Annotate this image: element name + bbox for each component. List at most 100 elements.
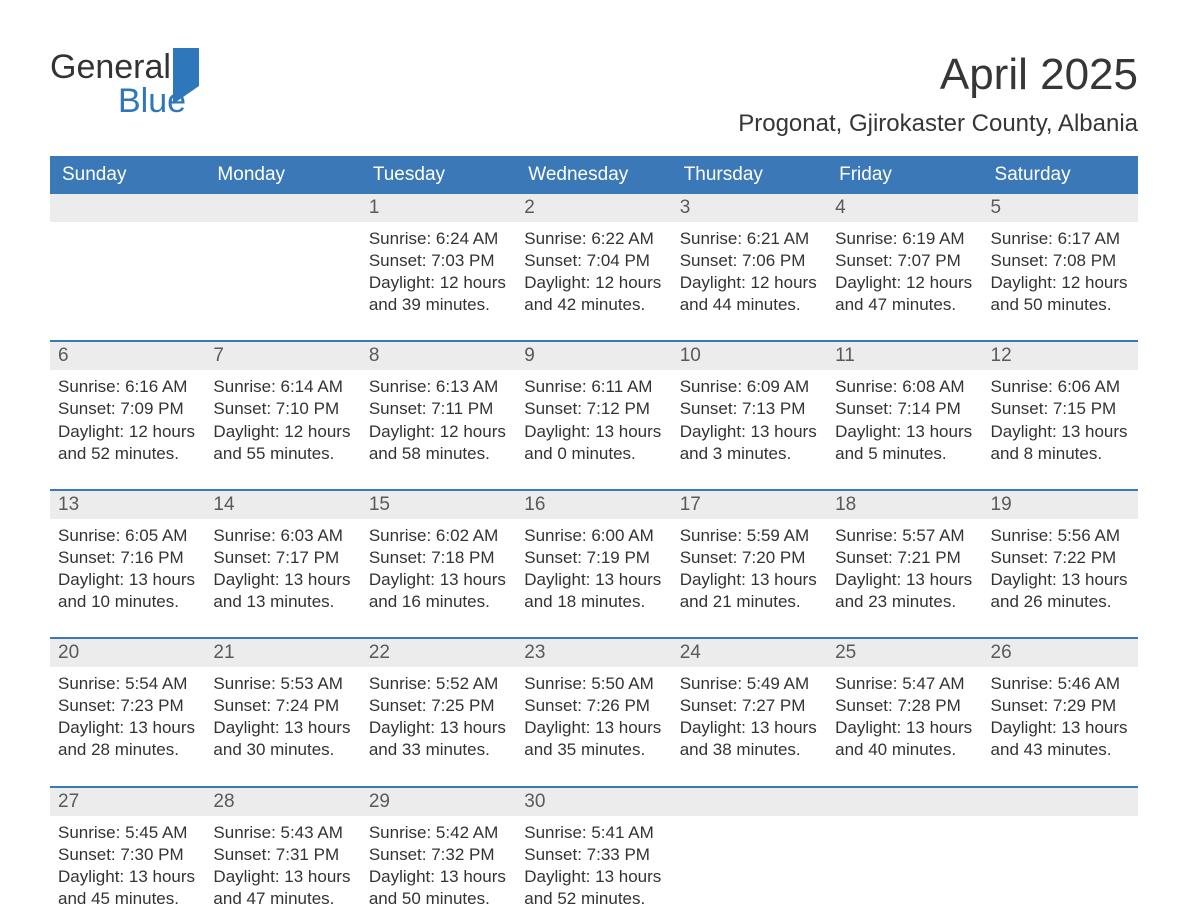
daylight1-text: Daylight: 13 hours — [835, 421, 974, 443]
day-number: 5 — [983, 194, 1138, 222]
sunset-text: Sunset: 7:27 PM — [680, 695, 819, 717]
day-cell — [983, 816, 1138, 916]
day-number: 18 — [827, 491, 982, 519]
day-number: 3 — [672, 194, 827, 222]
day-number: 16 — [516, 491, 671, 519]
sunset-text: Sunset: 7:13 PM — [680, 398, 819, 420]
day-cell: Sunrise: 5:42 AMSunset: 7:32 PMDaylight:… — [361, 816, 516, 916]
daylight1-text: Daylight: 13 hours — [524, 421, 663, 443]
day-cell: Sunrise: 6:16 AMSunset: 7:09 PMDaylight:… — [50, 370, 205, 470]
sunrise-text: Sunrise: 6:03 AM — [213, 525, 352, 547]
daylight2-text: and 50 minutes. — [369, 888, 508, 910]
day-number: 20 — [50, 639, 205, 667]
daynum-row: 27282930 — [50, 786, 1138, 816]
sunset-text: Sunset: 7:28 PM — [835, 695, 974, 717]
day-cell: Sunrise: 5:41 AMSunset: 7:33 PMDaylight:… — [516, 816, 671, 916]
daylight1-text: Daylight: 13 hours — [524, 866, 663, 888]
day-number: 4 — [827, 194, 982, 222]
day-cell: Sunrise: 6:09 AMSunset: 7:13 PMDaylight:… — [672, 370, 827, 470]
daylight2-text: and 52 minutes. — [524, 888, 663, 910]
day-cell: Sunrise: 6:11 AMSunset: 7:12 PMDaylight:… — [516, 370, 671, 470]
sunrise-text: Sunrise: 5:45 AM — [58, 822, 197, 844]
daylight1-text: Daylight: 13 hours — [680, 717, 819, 739]
sunrise-text: Sunrise: 6:09 AM — [680, 376, 819, 398]
sunrise-text: Sunrise: 6:19 AM — [835, 228, 974, 250]
day-number: 14 — [205, 491, 360, 519]
weekday-header: Thursday — [672, 156, 827, 194]
logo-text: General Blue — [50, 50, 199, 118]
day-number — [983, 788, 1138, 816]
sunset-text: Sunset: 7:11 PM — [369, 398, 508, 420]
daylight1-text: Daylight: 13 hours — [835, 569, 974, 591]
sunset-text: Sunset: 7:19 PM — [524, 547, 663, 569]
day-cell: Sunrise: 6:08 AMSunset: 7:14 PMDaylight:… — [827, 370, 982, 470]
daylight2-text: and 40 minutes. — [835, 739, 974, 761]
sunset-text: Sunset: 7:21 PM — [835, 547, 974, 569]
sunrise-text: Sunrise: 5:47 AM — [835, 673, 974, 695]
sunrise-text: Sunrise: 5:50 AM — [524, 673, 663, 695]
daylight2-text: and 23 minutes. — [835, 591, 974, 613]
sunset-text: Sunset: 7:30 PM — [58, 844, 197, 866]
daybody-row: Sunrise: 6:05 AMSunset: 7:16 PMDaylight:… — [50, 519, 1138, 619]
day-cell: Sunrise: 5:43 AMSunset: 7:31 PMDaylight:… — [205, 816, 360, 916]
daylight1-text: Daylight: 13 hours — [680, 421, 819, 443]
header-block: General Blue April 2025 Progonat, Gjirok… — [50, 50, 1138, 138]
day-number: 26 — [983, 639, 1138, 667]
daylight2-text: and 42 minutes. — [524, 294, 663, 316]
day-cell: Sunrise: 5:59 AMSunset: 7:20 PMDaylight:… — [672, 519, 827, 619]
daylight1-text: Daylight: 12 hours — [369, 272, 508, 294]
day-cell: Sunrise: 6:06 AMSunset: 7:15 PMDaylight:… — [983, 370, 1138, 470]
sunrise-text: Sunrise: 6:06 AM — [991, 376, 1130, 398]
day-cell: Sunrise: 6:22 AMSunset: 7:04 PMDaylight:… — [516, 222, 671, 322]
daylight1-text: Daylight: 13 hours — [991, 421, 1130, 443]
sunset-text: Sunset: 7:07 PM — [835, 250, 974, 272]
weekday-header: Wednesday — [516, 156, 671, 194]
day-cell — [50, 222, 205, 322]
day-number — [827, 788, 982, 816]
daylight1-text: Daylight: 13 hours — [369, 717, 508, 739]
daylight2-text: and 5 minutes. — [835, 443, 974, 465]
daylight1-text: Daylight: 13 hours — [524, 717, 663, 739]
sunrise-text: Sunrise: 5:54 AM — [58, 673, 197, 695]
daylight2-text: and 52 minutes. — [58, 443, 197, 465]
sunset-text: Sunset: 7:10 PM — [213, 398, 352, 420]
sunrise-text: Sunrise: 5:42 AM — [369, 822, 508, 844]
daylight2-text: and 35 minutes. — [524, 739, 663, 761]
sunset-text: Sunset: 7:32 PM — [369, 844, 508, 866]
day-number: 19 — [983, 491, 1138, 519]
sunrise-text: Sunrise: 6:14 AM — [213, 376, 352, 398]
daybody-row: Sunrise: 5:45 AMSunset: 7:30 PM Daylight:… — [50, 816, 1138, 916]
daynum-row: 13141516171819 — [50, 489, 1138, 519]
weekday-header: Sunday — [50, 156, 205, 194]
day-number: 2 — [516, 194, 671, 222]
daylight2-text: and 18 minutes. — [524, 591, 663, 613]
daylight1-text: Daylight: 13 hours — [524, 569, 663, 591]
day-number: 17 — [672, 491, 827, 519]
calendar-grid: Sunday Monday Tuesday Wednesday Thursday… — [50, 156, 1138, 916]
day-cell: Sunrise: 5:53 AMSunset: 7:24 PMDaylight:… — [205, 667, 360, 767]
day-cell: Sunrise: 5:47 AMSunset: 7:28 PMDaylight:… — [827, 667, 982, 767]
month-title: April 2025 — [738, 50, 1138, 100]
sunset-text: Sunset: 7:26 PM — [524, 695, 663, 717]
day-number: 30 — [516, 788, 671, 816]
sunrise-text: Sunrise: 6:11 AM — [524, 376, 663, 398]
sunset-text: Sunset: 7:24 PM — [213, 695, 352, 717]
day-cell: Sunrise: 6:19 AMSunset: 7:07 PMDaylight:… — [827, 222, 982, 322]
calendar-week: 20212223242526 Sunrise: 5:54 AM Sunset: 7:… — [50, 637, 1138, 767]
daylight1-text: Daylight: 13 hours — [680, 569, 819, 591]
weekday-header: Friday — [827, 156, 982, 194]
daylight2-text: and 0 minutes. — [524, 443, 663, 465]
day-number — [672, 788, 827, 816]
sunrise-text: Sunrise: 6:17 AM — [991, 228, 1130, 250]
logo-word1: General — [50, 48, 171, 86]
daylight1-text: Daylight: 13 hours — [213, 866, 352, 888]
sunrise-text: Sunrise: 5:46 AM — [991, 673, 1130, 695]
daynum-row: 20212223242526 — [50, 637, 1138, 667]
daylight1-text: Daylight: 13 hours — [369, 569, 508, 591]
daylight1-text: Daylight: 13 hours — [58, 569, 197, 591]
sunrise-text: Sunrise: 6:24 AM — [369, 228, 508, 250]
day-number: 9 — [516, 342, 671, 370]
sunset-text: Sunset: 7:29 PM — [991, 695, 1130, 717]
daylight2-text: and 55 minutes. — [213, 443, 352, 465]
sunset-text: Sunset: 7:06 PM — [680, 250, 819, 272]
